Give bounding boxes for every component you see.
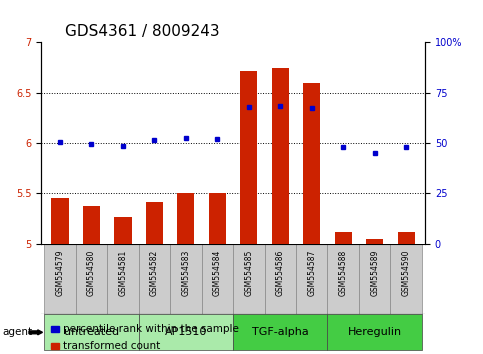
Bar — [398, 232, 415, 244]
Bar — [240, 71, 257, 244]
Bar — [233, 314, 327, 350]
Bar — [177, 193, 195, 244]
Bar — [139, 314, 233, 350]
Bar — [44, 314, 139, 350]
Text: GSM554581: GSM554581 — [118, 250, 128, 296]
Text: GSM554580: GSM554580 — [87, 250, 96, 296]
Text: AP1510: AP1510 — [165, 327, 207, 337]
Bar — [327, 244, 359, 314]
Text: Heregulin: Heregulin — [348, 327, 402, 337]
Bar — [51, 199, 69, 244]
Text: GSM554583: GSM554583 — [181, 250, 190, 296]
Text: GSM554588: GSM554588 — [339, 250, 348, 296]
Bar — [44, 244, 76, 314]
Bar — [265, 244, 296, 314]
Bar — [76, 244, 107, 314]
Bar — [233, 244, 265, 314]
Bar — [390, 244, 422, 314]
Bar — [83, 206, 100, 244]
Bar — [366, 239, 384, 244]
Bar — [139, 244, 170, 314]
Bar — [201, 244, 233, 314]
Bar — [296, 244, 327, 314]
Bar — [271, 68, 289, 244]
Text: GDS4361 / 8009243: GDS4361 / 8009243 — [65, 24, 220, 39]
Bar — [170, 244, 201, 314]
Bar — [146, 201, 163, 244]
Bar — [327, 314, 422, 350]
Text: GSM554589: GSM554589 — [370, 250, 379, 296]
Bar — [114, 217, 131, 244]
Bar — [107, 244, 139, 314]
Text: untreated: untreated — [64, 327, 119, 337]
Text: agent: agent — [2, 327, 32, 337]
Text: transformed count: transformed count — [63, 341, 160, 351]
Text: TGF-alpha: TGF-alpha — [252, 327, 309, 337]
Text: GSM554586: GSM554586 — [276, 250, 285, 296]
Text: GSM554582: GSM554582 — [150, 250, 159, 296]
Bar — [209, 193, 226, 244]
Text: percentile rank within the sample: percentile rank within the sample — [63, 324, 239, 334]
Text: GSM554584: GSM554584 — [213, 250, 222, 296]
Text: GSM554587: GSM554587 — [307, 250, 316, 296]
Bar — [335, 232, 352, 244]
Text: GSM554585: GSM554585 — [244, 250, 253, 296]
Text: GSM554579: GSM554579 — [56, 250, 64, 296]
Bar — [359, 244, 390, 314]
Bar — [303, 83, 320, 244]
Text: GSM554590: GSM554590 — [402, 250, 411, 296]
